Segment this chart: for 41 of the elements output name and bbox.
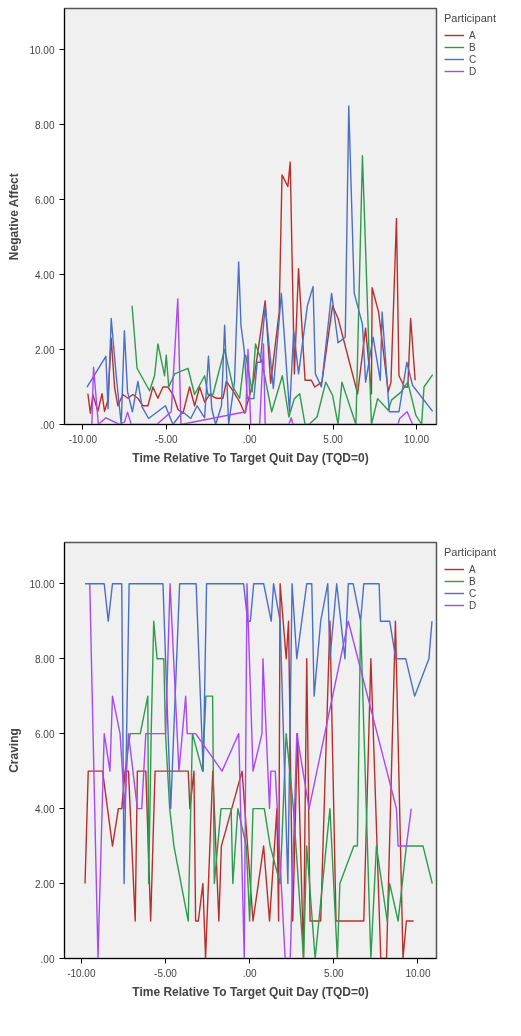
legend-label: C (469, 587, 478, 599)
legend-label: B (469, 575, 477, 587)
y-tick-label: 6.00 (35, 728, 55, 740)
legend-label: C (469, 53, 478, 65)
line-series (84, 583, 433, 885)
x-tick-label: -10.00 (68, 433, 98, 445)
legend-title: Participant (444, 12, 496, 24)
x-tick-label: 5.00 (323, 433, 344, 445)
y-tick-label: 8.00 (35, 653, 55, 665)
y-tick-label: 10.00 (29, 578, 55, 590)
y-tick-label: .00 (40, 419, 55, 431)
x-tick-label: 10.00 (405, 967, 431, 979)
x-tick-label: 5.00 (324, 967, 344, 979)
y-tick-label: 8.00 (35, 119, 55, 131)
line-series (87, 161, 416, 414)
legend-label: D (469, 599, 478, 611)
y-tick-label: 2.00 (35, 878, 55, 890)
x-tick-label: 10.00 (403, 433, 430, 445)
legend-label: A (469, 29, 477, 41)
legend-label: A (469, 563, 477, 575)
y-tick-label: .00 (40, 953, 55, 965)
x-tick-label: -10.00 (67, 967, 96, 979)
y-tick-label: 2.00 (35, 344, 55, 356)
legend-label: B (469, 41, 477, 53)
y-tick-label: 4.00 (35, 269, 55, 281)
x-axis-title: Time Relative To Target Quit Day (TQD=0) (132, 984, 369, 999)
y-tick-label: 10.00 (29, 44, 55, 56)
y-axis-title: Craving (7, 728, 22, 773)
line-series (131, 155, 434, 425)
y-tick-label: 6.00 (35, 194, 55, 206)
x-axis-title: Time Relative To Target Quit Day (TQD=0) (132, 450, 369, 465)
y-tick-label: 4.00 (35, 803, 55, 815)
legend-title: Participant (444, 546, 496, 558)
x-tick-label: .00 (242, 967, 258, 979)
legend-label: D (469, 65, 478, 77)
line-series (124, 620, 433, 959)
x-tick-label: -5.00 (154, 433, 179, 445)
x-tick-label: -5.00 (154, 967, 178, 979)
line-series (86, 105, 434, 425)
x-tick-label: .00 (242, 433, 258, 445)
y-axis-title: Negative Affect (7, 173, 22, 261)
